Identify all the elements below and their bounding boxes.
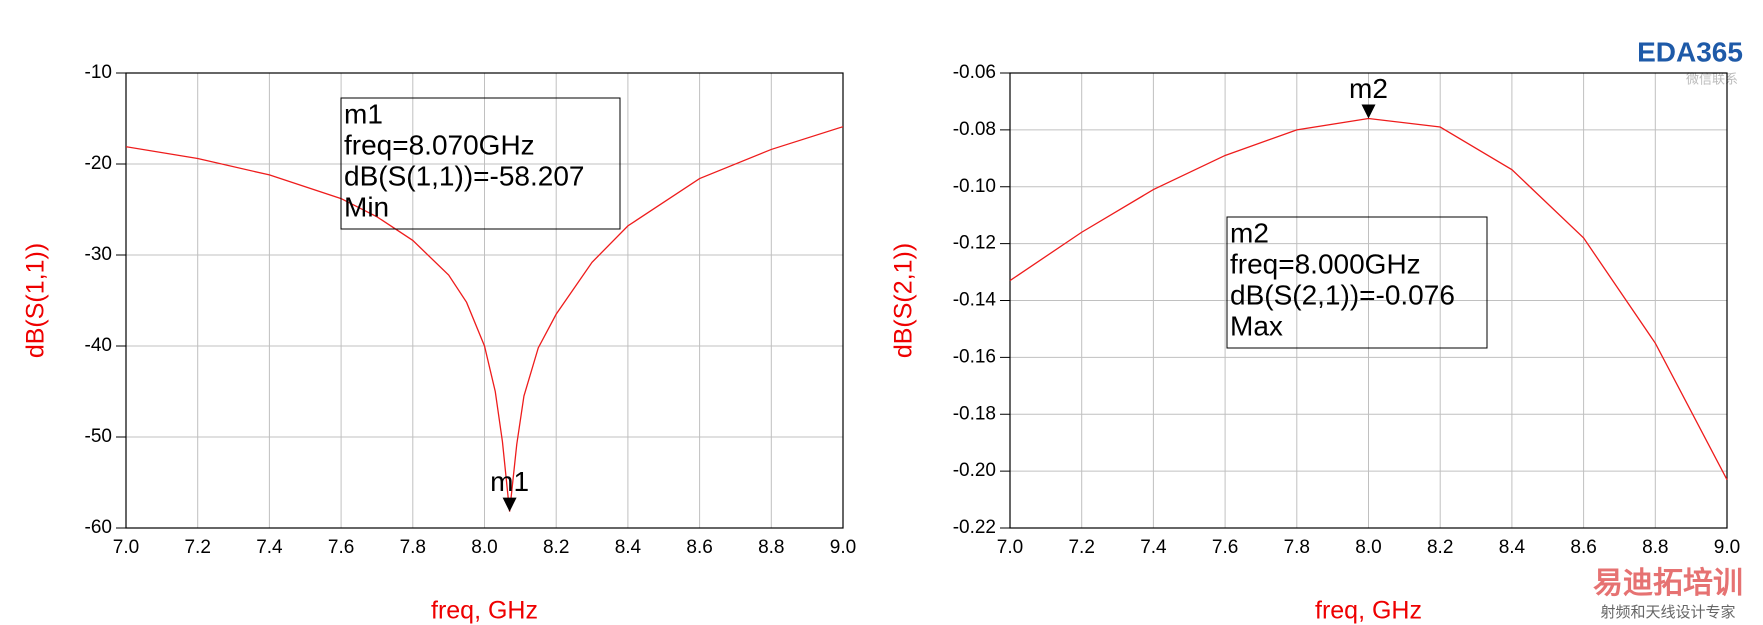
plot-frame — [125, 72, 844, 529]
marker-label: m2 — [1349, 73, 1388, 104]
brand: 易迪拓培训 — [1593, 566, 1743, 600]
y-tick-label: -50 — [85, 426, 112, 447]
x-tick-label: 7.0 — [997, 537, 1023, 558]
x-tick-label: 8.0 — [1355, 537, 1381, 558]
x-tick-label: 8.6 — [686, 537, 712, 558]
x-tick-label: 7.6 — [328, 537, 354, 558]
x-tick-label: 7.2 — [184, 537, 210, 558]
x-tick-label: 8.2 — [543, 537, 569, 558]
y-axis-title: dB(S(2,1)) — [890, 243, 918, 358]
x-tick-label: 7.4 — [1140, 537, 1167, 558]
y-tick-label: -10 — [85, 62, 112, 83]
x-tick-label: 8.6 — [1570, 537, 1596, 558]
marker-text: dB(S(1,1))=-58.207 — [344, 160, 584, 191]
y-tick-label: -0.16 — [953, 346, 996, 367]
y-tick-label: -0.18 — [953, 403, 996, 424]
x-tick-label: 8.4 — [1499, 537, 1526, 558]
marker-text: Max — [1230, 310, 1283, 341]
y-tick-label: -60 — [85, 517, 112, 538]
marker-triangle — [502, 497, 517, 512]
x-tick-label: 8.8 — [758, 537, 784, 558]
y-tick-label: -0.08 — [953, 119, 996, 140]
y-tick-label: -0.06 — [953, 62, 996, 83]
x-tick-label: 9.0 — [1714, 537, 1740, 558]
x-tick-label: 7.0 — [113, 537, 139, 558]
x-tick-label: 7.8 — [400, 537, 426, 558]
x-tick-label: 8.0 — [471, 537, 497, 558]
x-tick-label: 8.2 — [1427, 537, 1453, 558]
y-tick-label: -0.10 — [953, 176, 996, 197]
logo: EDA365 — [1637, 36, 1743, 67]
y-tick-label: -0.12 — [953, 233, 996, 254]
x-axis-title: freq, GHz — [1315, 597, 1422, 625]
y-tick-label: -0.22 — [953, 517, 996, 538]
y-tick-label: -40 — [85, 335, 112, 356]
marker-box — [340, 97, 621, 230]
marker-label: m1 — [490, 466, 529, 497]
logo-sub: 微信联系 — [1686, 71, 1738, 86]
x-tick-label: 8.8 — [1642, 537, 1668, 558]
y-tick-label: -30 — [85, 244, 112, 265]
x-tick-label: 8.4 — [615, 537, 642, 558]
marker-text: m1 — [344, 98, 383, 129]
y-tick-label: -0.14 — [953, 290, 997, 311]
y-tick-label: -20 — [85, 153, 112, 174]
x-tick-label: 7.4 — [256, 537, 283, 558]
marker-triangle — [1361, 104, 1376, 119]
brand-sub: 射频和天线设计专家 — [1600, 604, 1735, 621]
marker-text: dB(S(2,1))=-0.076 — [1230, 279, 1455, 310]
y-tick-label: -0.20 — [953, 460, 996, 481]
x-tick-label: 7.8 — [1284, 537, 1310, 558]
data-line — [125, 126, 844, 512]
x-axis-title: freq, GHz — [431, 597, 538, 625]
marker-text: freq=8.000GHz — [1230, 248, 1421, 279]
marker-text: Min — [344, 191, 389, 222]
x-tick-label: 9.0 — [830, 537, 856, 558]
marker-text: m2 — [1230, 217, 1269, 248]
marker-box — [1226, 216, 1488, 349]
marker-text: freq=8.070GHz — [344, 129, 535, 160]
y-axis-title: dB(S(1,1)) — [22, 243, 50, 358]
x-tick-label: 7.2 — [1068, 537, 1094, 558]
plot-frame — [1009, 72, 1728, 529]
x-tick-label: 7.6 — [1212, 537, 1238, 558]
